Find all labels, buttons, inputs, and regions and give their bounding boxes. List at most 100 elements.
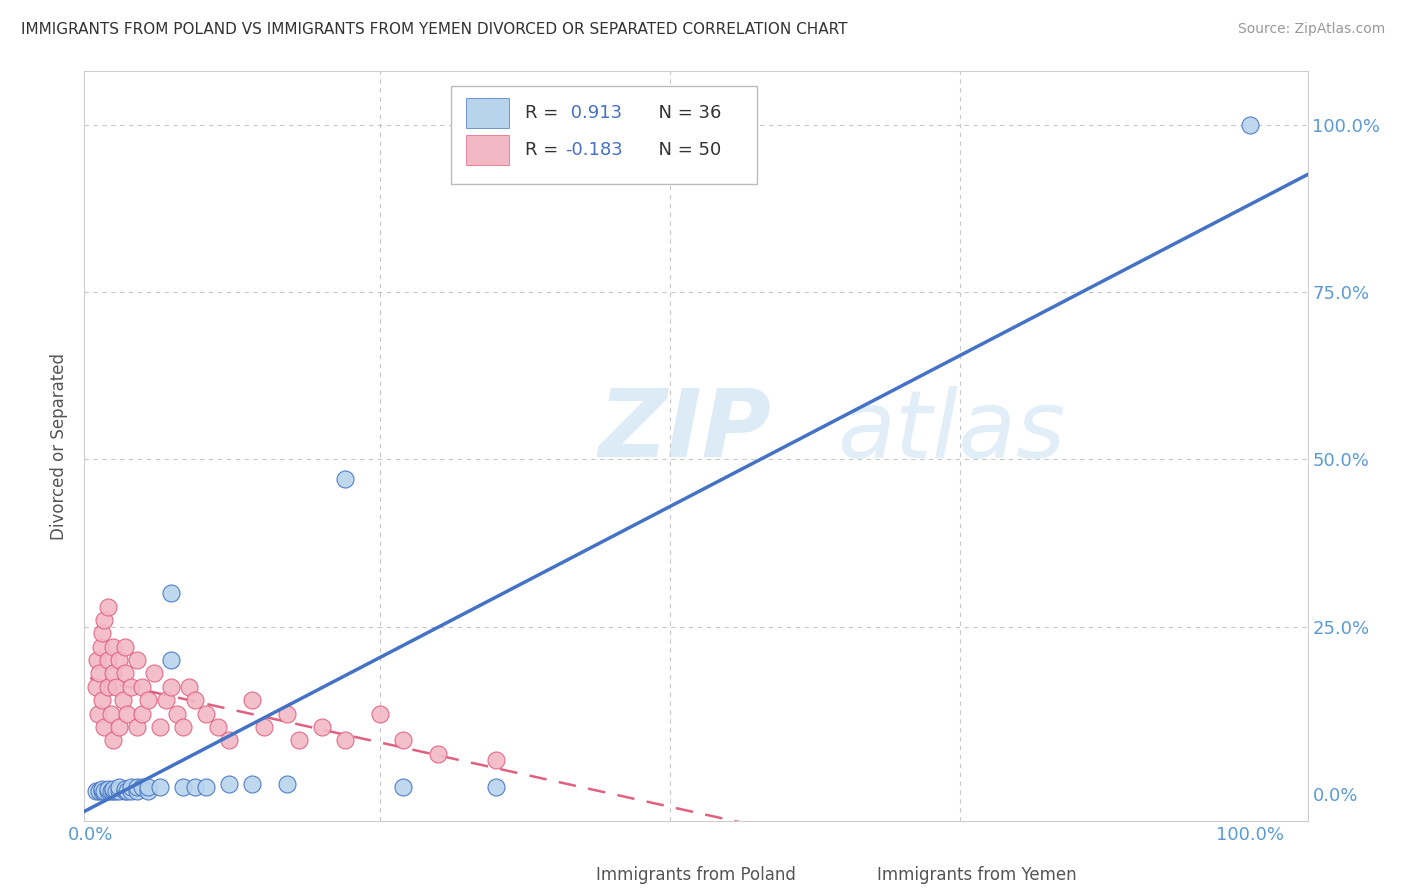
Point [96, 781, 118, 796]
Point [311, 720, 333, 734]
Point [90, 640, 112, 654]
Point [131, 706, 153, 721]
Point [100, 706, 122, 721]
Point [218, 777, 240, 791]
Point [160, 653, 183, 667]
Point [160, 586, 183, 600]
Point [183, 693, 205, 707]
Point [103, 781, 125, 796]
Point [84, 680, 107, 694]
Point [136, 780, 159, 795]
Point [160, 680, 183, 694]
Point [84, 783, 107, 797]
Point [335, 733, 357, 747]
Point [103, 733, 125, 747]
Text: -0.183: -0.183 [565, 141, 623, 159]
FancyBboxPatch shape [555, 864, 586, 885]
Point [117, 706, 139, 721]
Point [136, 693, 159, 707]
Text: N = 50: N = 50 [647, 141, 721, 159]
Point [104, 680, 127, 694]
Point [427, 747, 450, 761]
Point [142, 666, 165, 681]
Point [90, 693, 112, 707]
FancyBboxPatch shape [465, 135, 509, 165]
Point [131, 780, 153, 795]
Point [335, 473, 357, 487]
Point [90, 783, 112, 797]
Point [108, 720, 131, 734]
Text: N = 36: N = 36 [647, 103, 721, 121]
Point [392, 780, 415, 795]
Point [90, 781, 112, 796]
Point [485, 753, 508, 767]
Point [125, 720, 148, 734]
Point [96, 680, 118, 694]
Point [276, 706, 298, 721]
Point [114, 640, 136, 654]
Point [103, 640, 125, 654]
Text: IMMIGRANTS FROM POLAND VS IMMIGRANTS FROM YEMEN DIVORCED OR SEPARATED CORRELATIO: IMMIGRANTS FROM POLAND VS IMMIGRANTS FRO… [21, 22, 848, 37]
Text: 0.913: 0.913 [565, 103, 623, 121]
Point [96, 653, 118, 667]
Point [207, 720, 229, 734]
Point [93, 783, 115, 797]
Point [183, 780, 205, 795]
Point [131, 680, 153, 694]
Text: Immigrants from Poland: Immigrants from Poland [596, 865, 796, 884]
Point [111, 693, 134, 707]
Text: atlas: atlas [837, 385, 1064, 476]
Y-axis label: Divorced or Separated: Divorced or Separated [51, 352, 69, 540]
Point [93, 613, 115, 627]
FancyBboxPatch shape [465, 97, 509, 128]
Point [90, 626, 112, 640]
Point [117, 783, 139, 797]
Point [242, 777, 264, 791]
Point [172, 780, 194, 795]
Point [149, 720, 172, 734]
Text: Source: ZipAtlas.com: Source: ZipAtlas.com [1237, 22, 1385, 37]
Point [195, 706, 218, 721]
Point [93, 720, 115, 734]
Point [96, 783, 118, 797]
Point [89, 783, 111, 797]
FancyBboxPatch shape [837, 864, 868, 885]
Text: R =: R = [524, 103, 564, 121]
Point [114, 666, 136, 681]
Point [368, 706, 391, 721]
Point [125, 653, 148, 667]
Point [103, 783, 125, 797]
Point [114, 783, 136, 797]
Point [114, 781, 136, 796]
Point [108, 783, 131, 797]
FancyBboxPatch shape [451, 87, 758, 184]
Point [253, 720, 276, 734]
Text: Immigrants from Yemen: Immigrants from Yemen [877, 865, 1077, 884]
Point [218, 733, 240, 747]
Point [276, 777, 298, 791]
Point [172, 720, 194, 734]
Point [125, 783, 148, 797]
Point [100, 783, 122, 797]
Point [120, 780, 142, 795]
Point [288, 733, 311, 747]
Point [392, 733, 415, 747]
Point [155, 693, 177, 707]
Point [195, 780, 218, 795]
Point [86, 653, 108, 667]
Point [108, 653, 131, 667]
Point [89, 666, 111, 681]
Text: ZIP: ZIP [598, 385, 770, 477]
Point [177, 680, 200, 694]
Point [125, 780, 148, 795]
Point [120, 680, 142, 694]
Point [96, 599, 118, 614]
Point [108, 780, 131, 795]
Point [136, 783, 159, 797]
Point [103, 666, 125, 681]
Point [1239, 118, 1261, 132]
Point [166, 706, 188, 721]
Point [120, 783, 142, 797]
Point [87, 706, 110, 721]
Point [104, 783, 127, 797]
